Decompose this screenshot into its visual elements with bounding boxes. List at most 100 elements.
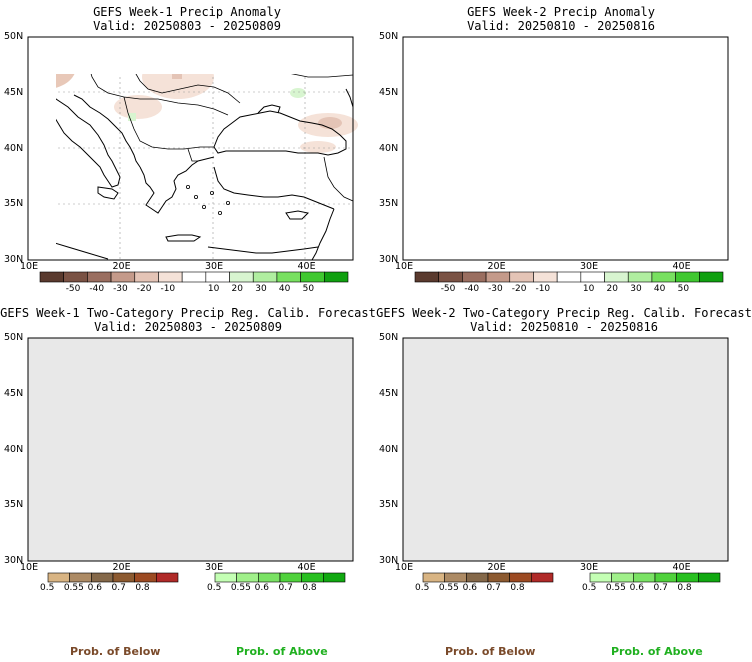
above-colorbar-right-swatch xyxy=(698,572,721,583)
above-colorbar-label: 0.5 xyxy=(207,583,222,593)
anomaly-colorbar-swatch xyxy=(627,271,653,283)
panel2-map xyxy=(402,36,729,261)
anomaly-colorbar-label: -10 xyxy=(160,284,176,294)
lat-tick-label: 35N xyxy=(379,198,399,210)
anomaly-colorbar-swatch xyxy=(324,271,349,283)
panel4-title: GEFS Week-2 Two-Category Precip Reg. Cal… xyxy=(376,306,752,334)
anomaly-colorbar-label: -50 xyxy=(440,284,456,294)
below-colorbar-right-swatch xyxy=(509,572,532,583)
colorbars xyxy=(39,271,724,583)
lat-tick-label: 30N xyxy=(4,555,24,566)
below-colorbar-right-swatch xyxy=(466,572,489,583)
below-colorbar-right-label: 0.8 xyxy=(510,583,525,593)
anomaly-colorbar-label: 30 xyxy=(255,284,267,294)
below-colorbar-label: 0.7 xyxy=(111,583,126,593)
anomaly-colorbar-swatch xyxy=(699,271,724,283)
lon-tick-label: 30E xyxy=(205,261,224,272)
above-colorbar-swatch xyxy=(236,572,259,583)
below-colorbar-swatch xyxy=(156,572,179,583)
lon-tick-label: 30E xyxy=(580,562,599,573)
lat-tick-label: 45N xyxy=(379,86,399,98)
lon-tick-label: 30E xyxy=(580,261,599,272)
lat-tick-label: 45N xyxy=(379,387,399,399)
anomaly-colorbar-swatch xyxy=(181,271,207,283)
lat-tick-label: 30N xyxy=(379,555,399,566)
panel3-map xyxy=(27,337,354,562)
prob-above-label-left: Prob. of Above xyxy=(236,645,328,658)
above-colorbar-right-swatch xyxy=(589,572,612,583)
below-colorbar-swatch xyxy=(91,572,114,583)
below-colorbar-label: 0.6 xyxy=(87,583,102,593)
below-colorbar-label: 0.55 xyxy=(63,583,84,593)
anomaly-colorbar-swatch xyxy=(300,271,325,283)
lon-tick-label: 10E xyxy=(395,261,414,272)
lon-tick-label: 20E xyxy=(487,261,506,272)
above-colorbar-label: 0.55 xyxy=(230,583,251,593)
anomaly-colorbar-label: 50 xyxy=(677,284,690,294)
lat-tick-label: 35N xyxy=(4,499,24,511)
anomaly-colorbar-label: -20 xyxy=(136,284,152,294)
above-colorbar-right-label: 0.8 xyxy=(677,583,692,593)
anomaly-colorbar-swatch xyxy=(651,271,676,283)
anomaly-colorbar-swatch xyxy=(509,271,534,283)
above-colorbar-swatch xyxy=(323,572,346,583)
below-colorbar-label: 0.5 xyxy=(40,583,55,593)
below-colorbar-right-label: 0.7 xyxy=(486,583,501,593)
anomaly-colorbar-label: -30 xyxy=(488,284,503,294)
lat-tick-label: 45N xyxy=(4,387,24,399)
anomaly-colorbar-label: 20 xyxy=(231,284,243,294)
above-colorbar-right-swatch xyxy=(676,572,699,583)
lon-tick-label: 10E xyxy=(20,562,39,573)
below-colorbar-swatch xyxy=(134,572,157,583)
lat-tick-label: 50N xyxy=(379,332,399,343)
anomaly-colorbar-swatch xyxy=(87,271,112,283)
anomaly-colorbar-swatch xyxy=(205,271,230,283)
anomaly-colorbar-swatch xyxy=(63,271,88,283)
above-colorbar-right-swatch xyxy=(633,572,656,583)
lon-tick-label: 10E xyxy=(395,562,414,573)
anomaly-colorbar-swatch xyxy=(39,271,64,283)
prob-below-label-left: Prob. of Below xyxy=(70,645,161,658)
above-colorbar-label: 0.6 xyxy=(254,583,269,593)
lat-tick-label: 40N xyxy=(4,142,24,154)
above-colorbar-swatch xyxy=(301,572,324,583)
panel1-title: GEFS Week-1 Precip Anomaly Valid: 2025080… xyxy=(93,5,281,33)
lat-tick-label: 35N xyxy=(4,198,24,210)
lat-tick-label: 45N xyxy=(4,86,24,98)
prob-above-label-right: Prob. of Above xyxy=(611,645,703,658)
anomaly-colorbar-swatch xyxy=(276,271,301,283)
anomaly-colorbar-swatch xyxy=(110,271,136,283)
below-colorbar-label: 0.8 xyxy=(135,583,150,593)
lat-tick-label: 30N xyxy=(379,254,399,265)
lon-tick-label: 40E xyxy=(297,562,316,573)
anomaly-colorbar-swatch xyxy=(556,271,582,283)
anomaly-colorbar-swatch xyxy=(462,271,487,283)
below-colorbar-swatch xyxy=(112,572,135,583)
anomaly-colorbar-swatch xyxy=(252,271,278,283)
above-colorbar-right-label: 0.7 xyxy=(653,583,668,593)
above-colorbar-swatch xyxy=(258,572,281,583)
anomaly-colorbar-swatch xyxy=(675,271,700,283)
lat-tick-label: 35N xyxy=(379,499,399,511)
anomaly-colorbar-swatch xyxy=(438,271,463,283)
anomaly-colorbar-label: 40 xyxy=(653,284,666,294)
below-colorbar-right-label: 0.6 xyxy=(462,583,477,593)
above-colorbar-label: 0.8 xyxy=(302,583,317,593)
anomaly-colorbar-label: -50 xyxy=(65,284,81,294)
above-colorbar-swatch xyxy=(279,572,302,583)
lon-tick-label: 40E xyxy=(672,261,691,272)
below-colorbar-right-swatch xyxy=(444,572,467,583)
lat-tick-label: 40N xyxy=(379,142,399,154)
below-colorbar-right-swatch xyxy=(487,572,510,583)
anomaly-colorbar-swatch xyxy=(158,271,183,283)
lon-tick-label: 40E xyxy=(297,261,316,272)
panel3-title: GEFS Week-1 Two-Category Precip Reg. Cal… xyxy=(0,306,376,334)
below-colorbar-right-label: 0.55 xyxy=(438,583,459,593)
above-colorbar-right-swatch xyxy=(611,572,634,583)
anomaly-colorbar-label: 20 xyxy=(606,284,618,294)
panel4-map xyxy=(402,337,729,562)
anomaly-colorbar-swatch xyxy=(604,271,629,283)
anomaly-colorbar-swatch xyxy=(580,271,605,283)
anomaly-colorbar-label: 10 xyxy=(207,284,220,294)
